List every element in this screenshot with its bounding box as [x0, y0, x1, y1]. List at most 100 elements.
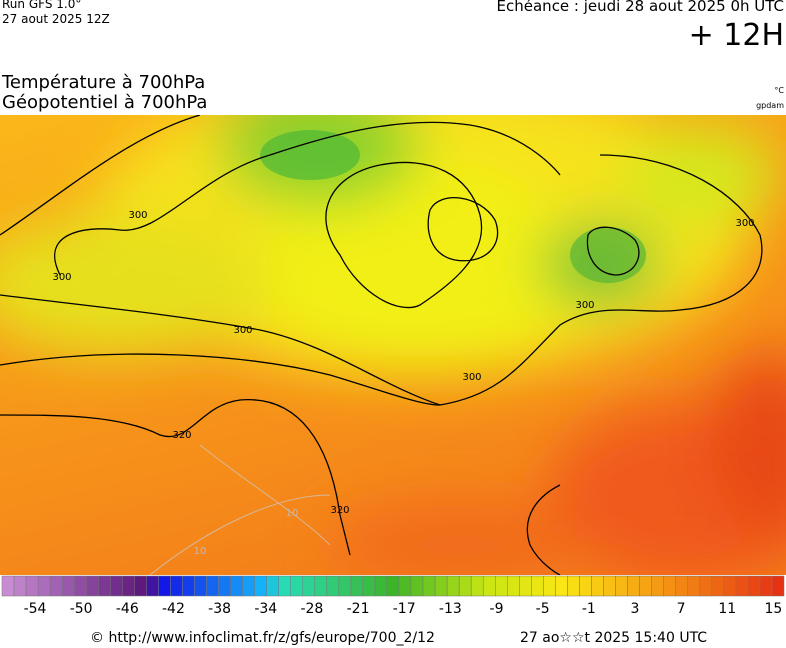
colorbar-cell: [747, 575, 761, 597]
footer-source: © http://www.infoclimat.fr/z/gfs/europe/…: [90, 630, 435, 646]
contour-label: 300: [735, 218, 754, 229]
colorbar-cell: [723, 575, 737, 597]
colorbar-cell: [37, 575, 51, 597]
unit-geo: gpdam: [756, 101, 784, 110]
colorbar-cell: [567, 575, 580, 597]
colorbar-label: -42: [162, 601, 185, 617]
echeance: Echéance : jeudi 28 aout 2025 0h UTC: [496, 0, 784, 15]
title-temp: Température à 700hPa: [2, 72, 206, 93]
colorbar-cell: [73, 575, 87, 597]
contour-label: 320: [330, 505, 349, 516]
colorbar-cell: [663, 575, 676, 597]
colorbar-cell: [699, 575, 713, 597]
colorbar-cell: [507, 575, 520, 597]
colorbar-cell: [170, 575, 183, 597]
colorbar-cell: [711, 575, 725, 597]
run-label: Run GFS 1.0°: [2, 0, 82, 11]
lead-time: + 12H: [688, 18, 784, 53]
colorbar-label: 11: [718, 601, 736, 617]
colorbar-cell: [591, 575, 604, 597]
colorbar: [1, 575, 785, 597]
colorbar-cell: [531, 575, 544, 597]
colorbar-cell: [13, 575, 27, 597]
colorbar-cell: [687, 575, 701, 597]
contour-label: 300: [128, 210, 147, 221]
colorbar-cell: [338, 575, 352, 597]
colorbar-cell: [446, 575, 460, 597]
colorbar-label: -5: [536, 601, 550, 617]
colorbar-cell: [242, 575, 255, 597]
colorbar-cell: [495, 575, 508, 597]
colorbar-cell: [362, 575, 376, 597]
colorbar-cell: [615, 575, 628, 597]
colorbar-cell: [555, 575, 568, 597]
colorbar-label: -1: [582, 601, 596, 617]
colorbar-label: -38: [208, 601, 231, 617]
colorbar-cell: [290, 575, 304, 597]
colorbar-cell: [579, 575, 592, 597]
colorbar-cell: [314, 575, 328, 597]
colorbar-label: -13: [439, 601, 462, 617]
colorbar-cell: [735, 575, 749, 597]
colorbar-cell: [350, 575, 364, 597]
colorbar-cell: [675, 575, 689, 597]
colorbar-cell: [206, 575, 219, 597]
colorbar-cell: [519, 575, 532, 597]
colorbar-cell: [134, 575, 147, 597]
colorbar-cell: [627, 575, 640, 597]
colorbar-cell: [266, 575, 279, 597]
colorbar-cell: [422, 575, 436, 597]
colorbar-cell: [386, 575, 400, 597]
contour-label: 300: [462, 372, 481, 383]
colorbar-label: -21: [347, 601, 370, 617]
contour-label: 10: [286, 508, 299, 519]
colorbar-cell: [482, 575, 496, 597]
colorbar-cell: [49, 575, 63, 597]
colorbar-cell: [326, 575, 340, 597]
footer-timestamp: 27 ao☆☆t 2025 15:40 UTC: [520, 630, 708, 646]
colorbar-cell: [85, 575, 99, 597]
run-date: 27 aout 2025 12Z: [2, 12, 110, 26]
colorbar-cell: [543, 575, 556, 597]
contour-label: 300: [233, 325, 252, 336]
colorbar-cell: [603, 575, 616, 597]
colorbar-label: -9: [490, 601, 504, 617]
colorbar-label: 3: [630, 601, 639, 617]
colorbar-cell: [61, 575, 75, 597]
colorbar-cell: [278, 575, 291, 597]
colorbar-cell: [1, 575, 15, 597]
contour-label: 10: [194, 546, 207, 557]
colorbar-cell: [434, 575, 448, 597]
colorbar-cell: [122, 575, 135, 597]
colorbar-label: -46: [116, 601, 139, 617]
colorbar-cell: [97, 575, 111, 597]
colorbar-label: -54: [24, 601, 47, 617]
colorbar-cell: [194, 575, 207, 597]
colorbar-cell: [230, 575, 243, 597]
colorbar-cell: [25, 575, 39, 597]
colorbar-cell: [254, 575, 267, 597]
colorbar-label: -34: [254, 601, 277, 617]
colorbar-label: -17: [393, 601, 416, 617]
contour-label: 300: [52, 272, 71, 283]
colorbar-cell: [146, 575, 159, 597]
map: 300 300 300 300 300 300 320 320 10 10: [0, 115, 786, 575]
colorbar-cell: [302, 575, 316, 597]
colorbar-label: -50: [70, 601, 93, 617]
colorbar-cell: [398, 575, 412, 597]
colorbar-cell: [374, 575, 388, 597]
colorbar-cell: [110, 575, 123, 597]
colorbar-cell: [218, 575, 231, 597]
title-geo: Géopotentiel à 700hPa: [2, 92, 208, 113]
contour-label: 300: [575, 300, 594, 311]
colorbar-cell: [182, 575, 195, 597]
colorbar-cell: [639, 575, 652, 597]
colorbar-cell: [158, 575, 171, 597]
colorbar-cell: [759, 575, 773, 597]
colorbar-cell: [458, 575, 472, 597]
colorbar-cell: [771, 575, 785, 597]
colorbar-label: 7: [677, 601, 686, 617]
colorbar-cell: [651, 575, 664, 597]
colorbar-labels: -54 -50 -46 -42 -38 -34 -28 -21 -17 -13 -9 -5 -1 3 7 11…: [24, 601, 783, 617]
